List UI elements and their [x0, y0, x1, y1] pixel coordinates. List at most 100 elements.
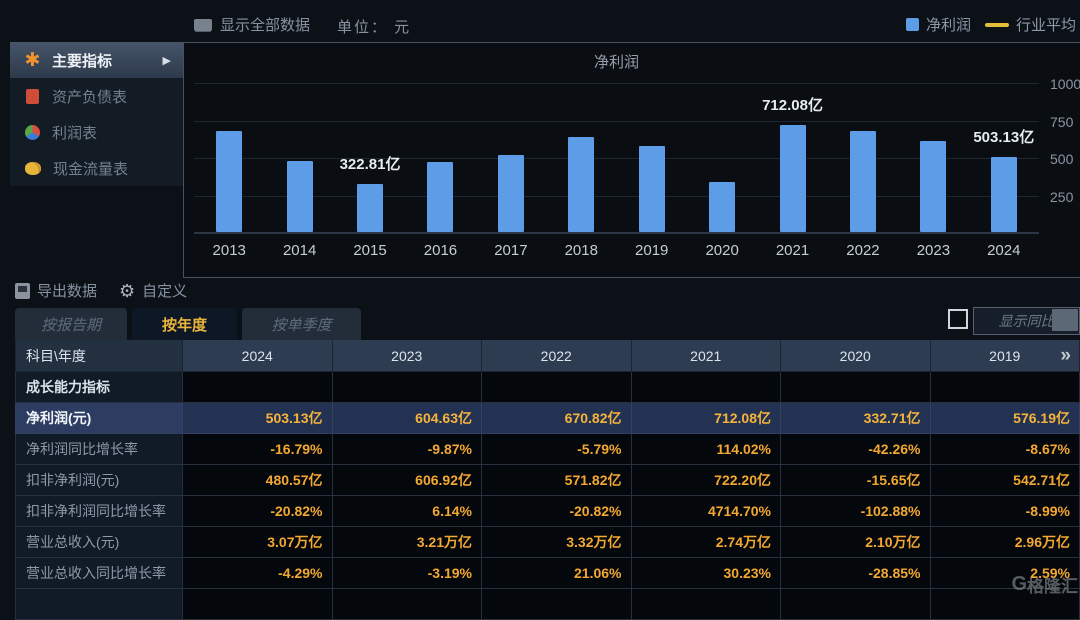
bar-2023[interactable] [920, 141, 946, 232]
value-cell: -5.79% [482, 434, 632, 465]
value-cell: -20.82% [482, 496, 632, 527]
tab-annual[interactable]: 按年度 [132, 308, 237, 340]
x-axis-label-2016: 2016 [404, 242, 476, 259]
export-data-button[interactable]: 导出数据 [15, 280, 97, 301]
x-axis-label-2013: 2013 [193, 242, 265, 259]
bar-2017[interactable] [498, 155, 524, 232]
sidebar-item-pie[interactable]: 利润表 [10, 114, 183, 150]
value-cell: 604.63亿 [333, 403, 483, 434]
value-cell: 722.20亿 [632, 465, 782, 496]
bar-2016[interactable] [427, 162, 453, 232]
show-yoy-checkbox[interactable] [948, 309, 968, 329]
tab-single-quarter[interactable]: 按单季度 [242, 308, 361, 340]
bar-2021[interactable] [780, 125, 806, 232]
header-cell-year-2024: 2024 [183, 340, 333, 372]
customize-button[interactable]: ⚙ 自定义 [119, 280, 187, 301]
value-cell: 571.82亿 [482, 465, 632, 496]
more-years-icon[interactable]: » [1060, 346, 1071, 365]
row-label-cell[interactable]: 扣非净利润(元) [15, 465, 183, 496]
y-tick-label: 1000 [1050, 76, 1080, 92]
row-label-cell[interactable]: 扣非净利润同比增长率 [15, 496, 183, 527]
row-label-cell[interactable]: 净利润(元) [15, 403, 183, 434]
sidebar: ✱ 主要指标 ▶ 资产负债表利润表现金流量表 [10, 42, 183, 186]
value-cell [183, 372, 333, 403]
x-axis-label-2024: 2024 [968, 242, 1040, 259]
bar-2024[interactable] [991, 157, 1017, 232]
sidebar-item-label: 资产负债表 [52, 86, 127, 107]
row-label-cell[interactable]: 营业总收入同比增长率 [15, 558, 183, 589]
x-axis-label-2015: 2015 [334, 242, 406, 259]
value-cell: -102.88% [781, 496, 931, 527]
row-label-cell[interactable]: 净利润同比增长率 [15, 434, 183, 465]
period-tabs: 按报告期按年度按单季度 [15, 308, 361, 340]
bar-2020[interactable] [709, 182, 735, 232]
value-cell: -9.87% [333, 434, 483, 465]
table-row-normal[interactable]: 净利润同比增长率-16.79%-9.87%-5.79%114.02%-42.26… [15, 434, 1080, 465]
value-cell: -42.26% [781, 434, 931, 465]
asterisk-icon: ✱ [24, 53, 41, 68]
sidebar-item-asterisk[interactable]: ✱ 主要指标 ▶ [10, 42, 183, 78]
header-cell-year-2023: 2023 [333, 340, 483, 372]
bar-2019[interactable] [639, 146, 665, 232]
value-cell: 4714.70% [632, 496, 782, 527]
bar-2015[interactable] [357, 184, 383, 232]
table-row-normal[interactable]: 扣非净利润同比增长率-20.82%6.14%-20.82%4714.70%-10… [15, 496, 1080, 527]
unit-label: 单位： 元 [337, 16, 411, 37]
customize-label: 自定义 [142, 280, 187, 301]
value-cell: 606.92亿 [333, 465, 483, 496]
value-cell: -3.19% [333, 558, 483, 589]
value-cell: 6.14% [333, 496, 483, 527]
x-axis-label-2020: 2020 [686, 242, 758, 259]
sidebar-item-label: 主要指标 [52, 50, 112, 71]
tab-report-period[interactable]: 按报告期 [15, 308, 127, 340]
row-label-cell[interactable] [15, 589, 183, 620]
chart-legend: 净利润行业平均 [906, 14, 1076, 35]
legend-item-net-profit[interactable]: 净利润 [906, 14, 971, 35]
legend-item-industry-average[interactable]: 行业平均 [985, 14, 1076, 35]
bar-2013[interactable] [216, 131, 242, 232]
show-yoy-label: 显示同比 [999, 311, 1055, 331]
value-cell: 576.19亿 [931, 403, 1080, 434]
bar-value-label-2024: 503.13亿 [949, 126, 1059, 147]
bar-2018[interactable] [568, 137, 594, 232]
header-cell-subject: 科目\年度 [15, 340, 183, 372]
x-axis-label-2023: 2023 [897, 242, 969, 259]
gear-icon: ⚙ [119, 283, 135, 299]
bar-value-label-2021: 712.08亿 [738, 94, 848, 115]
table-row-partial[interactable] [15, 589, 1080, 620]
value-cell [632, 589, 782, 620]
value-cell [632, 372, 782, 403]
value-cell: 503.13亿 [183, 403, 333, 434]
value-cell: 30.23% [632, 558, 782, 589]
show-all-data-toggle[interactable]: 显示全部数据 [194, 14, 310, 35]
sidebar-item-label: 现金流量表 [53, 158, 128, 179]
value-cell: -8.99% [931, 496, 1080, 527]
table-row-section[interactable]: 成长能力指标 [15, 372, 1080, 403]
chart-x-axis [194, 232, 1039, 234]
bar-2022[interactable] [850, 131, 876, 232]
bar-2014[interactable] [287, 161, 313, 232]
show-yoy-button[interactable]: 显示同比 [973, 307, 1080, 335]
row-label-cell[interactable]: 营业总收入(元) [15, 527, 183, 558]
y-tick-label: 250 [1050, 189, 1080, 205]
chevron-right-icon: ▶ [163, 54, 171, 67]
legend-line-icon [985, 23, 1009, 27]
sidebar-item-coins[interactable]: 现金流量表 [10, 150, 183, 186]
table-row-normal[interactable]: 营业总收入同比增长率-4.29%-3.19%21.06%30.23%-28.85… [15, 558, 1080, 589]
coins-icon [25, 162, 41, 175]
sidebar-item-label: 利润表 [52, 122, 97, 143]
x-axis-label-2019: 2019 [616, 242, 688, 259]
row-label-cell[interactable]: 成长能力指标 [15, 372, 183, 403]
value-cell [482, 372, 632, 403]
sidebar-item-doc[interactable]: 资产负债表 [10, 78, 183, 114]
watermark-text: 格隆汇 [1027, 572, 1078, 597]
value-cell [781, 589, 931, 620]
value-cell [781, 372, 931, 403]
watermark: G 格隆汇 [1011, 572, 1078, 597]
